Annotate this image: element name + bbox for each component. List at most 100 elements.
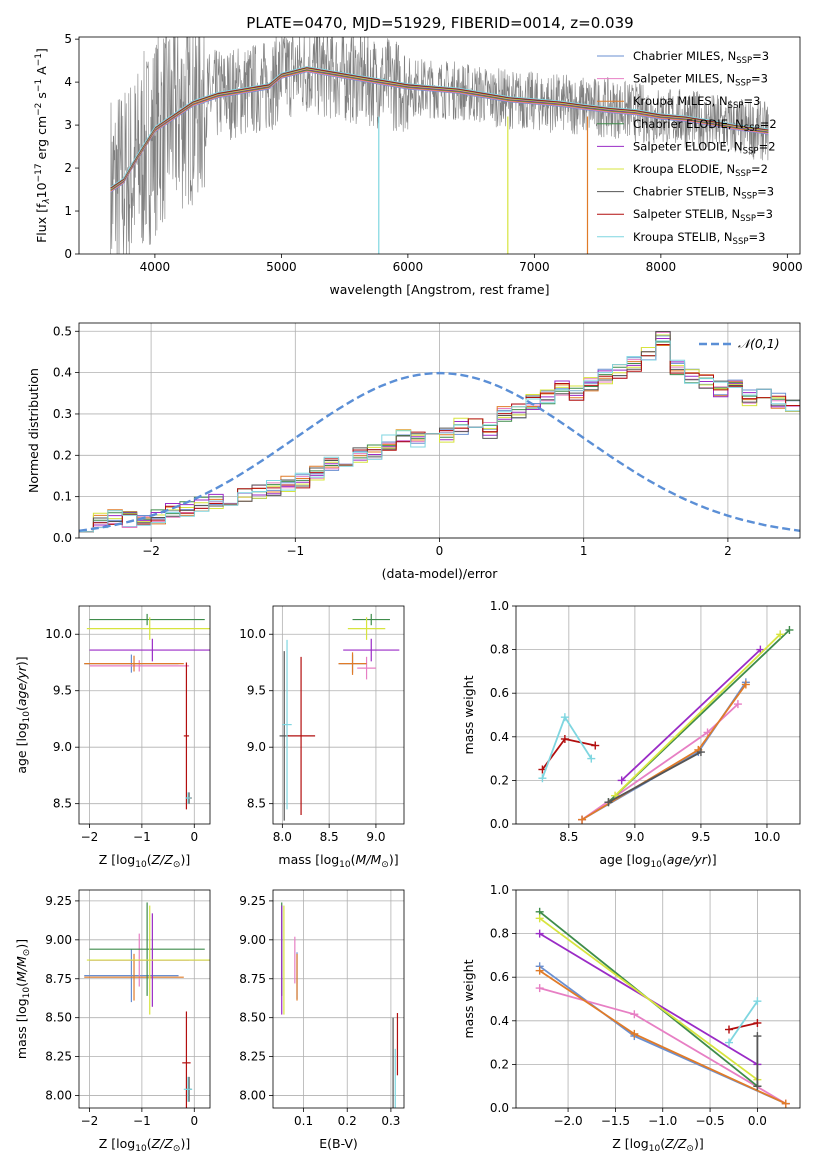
histogram-salp_elodie (79, 338, 800, 533)
y-tick-label: 0.4 (490, 730, 509, 744)
x-tick-label: 0.2 (338, 1114, 357, 1128)
x-axis-label: Z [log10(Z/Z⊙)] (99, 852, 190, 870)
legend-label-chab_stelib: Chabrier STELIB, NSSP=3 (633, 185, 774, 202)
y-tick-label: 0.0 (490, 817, 509, 831)
y-tick-label: 10.0 (45, 627, 72, 641)
y-tick-label: 0 (64, 247, 72, 261)
series-line-krou_elodie (539, 917, 758, 1081)
series-line-krou_elodie (614, 633, 781, 797)
histogram-chab_elodie (79, 341, 800, 533)
y-tick-label: 8.50 (45, 1011, 72, 1025)
x-tick-label: −1 (286, 544, 304, 558)
panel-spectrum: 4000 5000 6000 7000 8000 9000 0 1 2 3 4 5 Chabrier M… (34, 32, 803, 297)
legend-label-normal: 𝒩(0,1) (738, 336, 780, 351)
observed-spectrum-line (110, 37, 769, 254)
x-tick-label: −1.0 (648, 1114, 677, 1128)
series-line-krou_miles (581, 683, 747, 821)
y-tick-label: 0.2 (490, 1057, 509, 1071)
y-tick-label: 8.00 (239, 1089, 266, 1103)
y-tick-label: 0.8 (490, 643, 509, 657)
histogram-chab_miles (79, 335, 800, 533)
panel-massweight_vs_Z: −2.0 −1.5 −1.0 −0.5 0.0 0.0 0.2 0.4 0.6 0.8 1.0 mas… (461, 883, 801, 1154)
x-axis-label: Z [log10(Z/Z⊙)] (99, 1136, 190, 1154)
y-tick-label: 0.1 (53, 490, 72, 504)
panel-age_vs_mass: 8.0 8.5 9.0 8.5 9.0 9.5 10.0 mass [log10(M/M⊙)] (239, 605, 405, 870)
legend-label-chab_elodie: Chabrier ELODIE, NSSP=2 (633, 117, 777, 134)
legend-label-salp_stelib: Salpeter STELIB, NSSP=3 (633, 207, 773, 224)
legend-label-krou_elodie: Kroupa ELODIE, NSSP=2 (633, 162, 768, 179)
y-tick-label: 1.0 (490, 883, 509, 897)
y-tick-label: 0.2 (490, 773, 509, 787)
plot-area (84, 613, 210, 810)
axes-frame (78, 605, 211, 825)
plot-area (79, 331, 800, 533)
model-spectrum-salp_elodie (110, 68, 769, 190)
panel-massweight_vs_age: 8.5 9.0 9.5 10.0 0.0 0.2 0.4 0.6 0.8 1.0 mass weig… (461, 599, 801, 870)
x-tick-label: −1.5 (601, 1114, 630, 1128)
series-line-salp_stelib (728, 1022, 758, 1031)
model-spectrum-chab_miles (110, 71, 769, 193)
model-spectrum-salp_stelib (110, 66, 769, 189)
y-tick-label: 9.00 (45, 933, 72, 947)
x-tick-label: 8000 (646, 260, 677, 274)
spectrum-legend: Chabrier MILES, NSSP=3 Salpeter MILES, NS… (597, 49, 777, 247)
x-tick-label: 9.5 (691, 830, 710, 844)
y-tick-label: 8.75 (45, 972, 72, 986)
y-tick-label: 8.5 (53, 797, 72, 811)
plot-area (110, 37, 769, 254)
x-tick-label: −2.0 (553, 1114, 582, 1128)
y-tick-label: 8.25 (239, 1050, 266, 1064)
x-tick-label: 4000 (140, 260, 171, 274)
plot-area (84, 902, 210, 1108)
x-axis-label: age [log10(age/yr)] (599, 852, 716, 870)
x-tick-label: −2 (81, 830, 99, 844)
y-tick-label: 5 (64, 32, 72, 46)
x-axis-label: E(B-V) (319, 1136, 358, 1151)
y-tick-label: 9.25 (45, 894, 72, 908)
x-tick-label: 8.5 (320, 830, 339, 844)
y-tick-label: 0.5 (53, 324, 72, 338)
y-tick-label: 8.00 (45, 1089, 72, 1103)
histogram-krou_stelib (79, 340, 800, 533)
axes-frame (78, 36, 801, 255)
y-tick-label: 8.50 (239, 1011, 266, 1025)
legend-label-krou_stelib: Kroupa STELIB, NSSP=3 (633, 230, 765, 247)
model-spectrum-krou_elodie (110, 68, 769, 190)
legend-label-salp_miles: Salpeter MILES, NSSP=3 (633, 72, 768, 89)
histogram-chab_stelib (79, 331, 800, 533)
model-spectrum-krou_miles (110, 69, 769, 192)
x-tick-label: 0.1 (294, 1114, 313, 1128)
y-tick-label: 4 (64, 75, 72, 89)
panel-residuals: −2 −1 0 1 2 0.0 0.1 0.2 0.3 0.4 0.5 𝒩(0,1) (data-mod… (26, 322, 801, 581)
y-tick-label: 8.75 (239, 972, 266, 986)
x-tick-label: 10.0 (754, 830, 781, 844)
y-tick-label: 10.0 (239, 627, 266, 641)
y-tick-label: 9.0 (53, 740, 72, 754)
y-tick-label: 0.6 (490, 970, 509, 984)
x-tick-label: 9.0 (366, 830, 385, 844)
plot-area (535, 907, 790, 1108)
y-axis-label: mass weight (461, 675, 476, 754)
y-tick-label: 0.8 (490, 927, 509, 941)
y-tick-label: 8.25 (45, 1050, 72, 1064)
x-tick-label: 8.5 (559, 830, 578, 844)
y-tick-label: 1 (64, 204, 72, 218)
x-tick-label: −2 (81, 1114, 99, 1128)
y-axis-label: Flux [fλ10−17 erg cm−2 s−1 A−1] (34, 48, 52, 243)
y-tick-label: 0.0 (53, 531, 72, 545)
y-tick-label: 0.2 (53, 448, 72, 462)
y-axis-label: Normed distribution (26, 368, 41, 493)
panel-mass_vs_Z: −2 −1 0 8.00 8.25 8.50 8.75 9.00 9.25 Z [log10(Z/… (14, 889, 211, 1154)
y-tick-label: 0.3 (53, 407, 72, 421)
y-tick-label: 9.5 (53, 684, 72, 698)
axes-frame (272, 605, 405, 825)
normal-reference-curve (79, 371, 800, 532)
series-line-chab_stelib (608, 751, 702, 803)
x-tick-label: −1 (133, 830, 151, 844)
y-tick-label: 1.0 (490, 599, 509, 613)
x-tick-label: −2 (142, 544, 160, 558)
x-tick-label: 9.0 (625, 830, 644, 844)
y-axis-label: age [log10(age/yr)] (14, 656, 32, 773)
x-tick-label: 6000 (393, 260, 424, 274)
x-tick-label: 9000 (772, 260, 803, 274)
